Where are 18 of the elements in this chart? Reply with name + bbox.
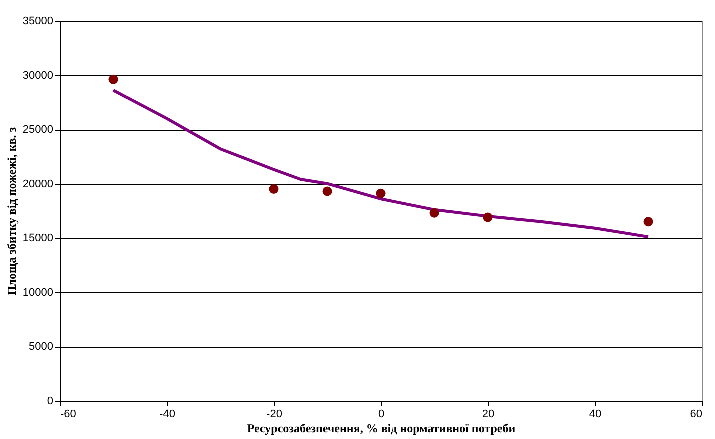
x-tick-label: -20 xyxy=(266,408,282,420)
x-tick-label: -60 xyxy=(60,408,76,420)
x-tick-label: 60 xyxy=(690,408,702,420)
x-tick-label: 40 xyxy=(589,408,602,420)
x-tick-label: 20 xyxy=(482,408,495,420)
y-tick-label: 30000 xyxy=(22,70,54,82)
x-axis-title: Ресурсозабезпечення, % від нормативної потреби xyxy=(247,422,516,436)
y-tick-label: 15000 xyxy=(22,232,54,245)
y-tick-label: 25000 xyxy=(22,124,54,136)
y-tick-label: 5000 xyxy=(29,341,54,354)
x-tick-label: 0 xyxy=(378,408,385,420)
y-tick-label: 0 xyxy=(47,396,54,408)
y-tick-label: 10000 xyxy=(22,286,54,299)
y-axis-title: Площа збитку від пожежі, кв. з xyxy=(4,127,19,296)
x-tick-label: -40 xyxy=(160,408,176,420)
line-series xyxy=(112,88,650,239)
y-tick-label: 35000 xyxy=(22,16,54,28)
y-tick-label: 20000 xyxy=(22,178,54,190)
